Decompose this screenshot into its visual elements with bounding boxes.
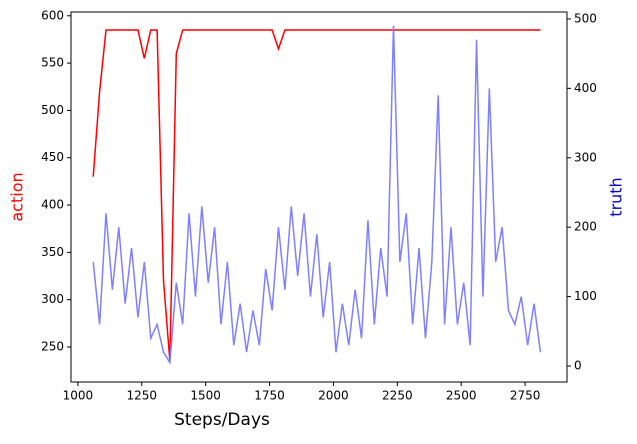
y-tick-label: 450 [41, 150, 64, 164]
y2-tick-label: 200 [574, 220, 597, 234]
y2-axis-label: truth [607, 177, 626, 216]
y-tick-label: 500 [41, 103, 64, 117]
x-tick-label: 2000 [318, 389, 349, 403]
y2-tick-label: 0 [574, 359, 582, 373]
y2-tick-label: 400 [574, 81, 597, 95]
y-tick-label: 400 [41, 198, 64, 212]
x-tick-label: 1000 [63, 389, 94, 403]
y-tick-label: 350 [41, 245, 64, 259]
x-tick-label: 1250 [127, 389, 158, 403]
y-tick-label: 600 [41, 8, 64, 22]
x-axis-label: Steps/Days [174, 410, 270, 430]
y-tick-label: 300 [41, 292, 64, 306]
y2-tick-label: 100 [574, 289, 597, 303]
x-tick-label: 2500 [446, 389, 477, 403]
y-tick-label: 550 [41, 56, 64, 70]
y2-tick-label: 300 [574, 150, 597, 164]
series-line [92, 25, 542, 365]
x-tick-label: 2750 [510, 389, 541, 403]
series-line [92, 29, 541, 362]
plot-frame [70, 11, 568, 383]
y2-tick-label: 500 [574, 11, 597, 25]
y-tick-label: 250 [41, 339, 64, 353]
y-axis-label: action [8, 172, 27, 221]
x-tick-label: 1500 [190, 389, 221, 403]
x-tick-label: 2250 [382, 389, 413, 403]
x-tick-label: 1750 [254, 389, 285, 403]
